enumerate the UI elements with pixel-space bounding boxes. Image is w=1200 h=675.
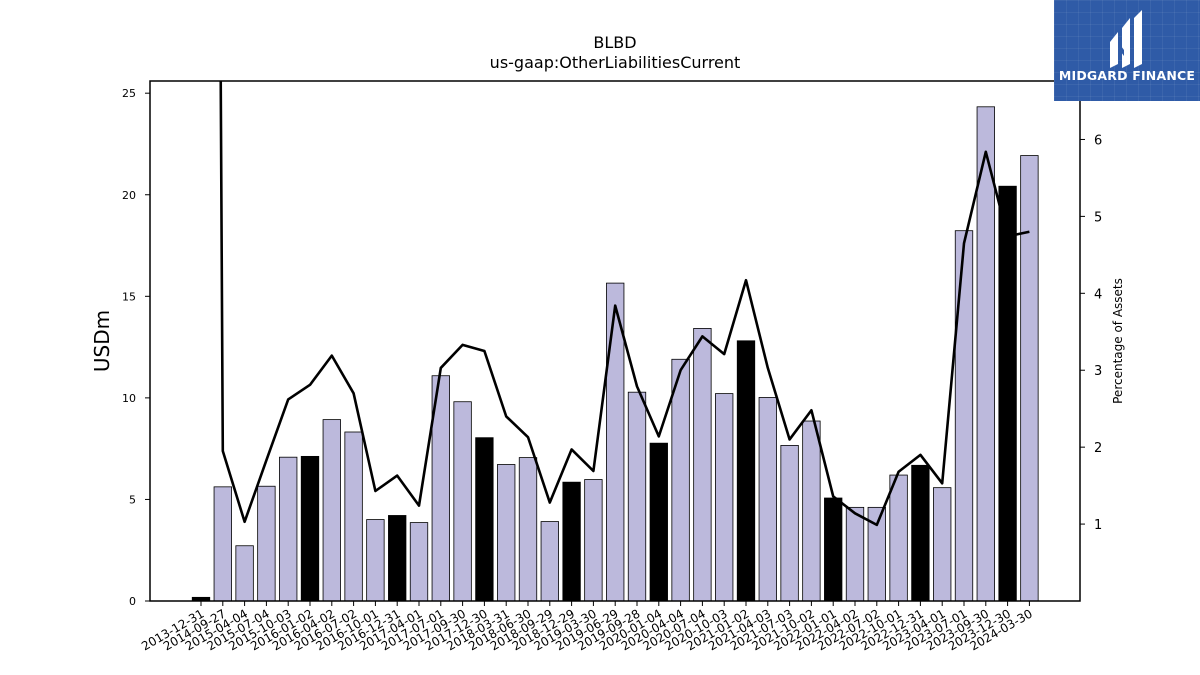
- bar: [627, 391, 647, 602]
- y2-tick-label: 3: [1094, 364, 1102, 379]
- y-tick-label: 25: [122, 87, 136, 100]
- y2-tick-label: 1: [1094, 518, 1102, 533]
- bar: [540, 521, 559, 602]
- bar: [802, 420, 821, 602]
- bar: [257, 485, 276, 602]
- axes-layer: 05101520251234562013-12-312014-09-272015…: [122, 80, 1102, 653]
- bar: [213, 486, 232, 602]
- bar: [649, 442, 668, 602]
- y2-tick-label: 5: [1094, 210, 1102, 225]
- bar: [889, 474, 908, 602]
- bar: [300, 455, 320, 602]
- chart-title: BLBD: [593, 33, 636, 52]
- logo-brand-text: MIDGARD FINANCE: [1058, 68, 1196, 83]
- line-layer: [219, 81, 1030, 527]
- chart-subtitle: us-gaap:OtherLiabilitiesCurrent: [490, 53, 741, 72]
- bar: [322, 419, 341, 602]
- bar: [518, 457, 538, 602]
- bar: [911, 464, 930, 602]
- series-line: [219, 81, 1030, 527]
- bar: [584, 479, 603, 602]
- bar: [845, 506, 865, 602]
- bar: [736, 340, 756, 602]
- y2-tick-label: 4: [1094, 287, 1102, 302]
- bar: [388, 515, 407, 602]
- brand-logo: MIDGARD FINANCE: [1054, 0, 1200, 101]
- bar: [758, 397, 777, 602]
- bar: [693, 328, 712, 602]
- bar: [933, 487, 952, 602]
- midgard-logo-icon: [1110, 10, 1142, 68]
- bar-layer: [191, 106, 1039, 602]
- bar: [235, 545, 254, 602]
- bar: [475, 437, 494, 602]
- y-tick-label: 15: [122, 290, 136, 303]
- bar: [715, 393, 734, 602]
- y-tick-label: 0: [129, 595, 136, 608]
- bar: [279, 456, 298, 602]
- bar: [453, 401, 472, 602]
- bar: [1020, 155, 1039, 602]
- bar: [671, 358, 690, 602]
- bar: [824, 497, 843, 602]
- bar: [409, 522, 429, 602]
- y2-tick-label: 6: [1094, 133, 1102, 148]
- bar: [998, 185, 1017, 602]
- bar: [780, 445, 799, 602]
- y2-axis-label: Percentage of Assets: [1111, 278, 1125, 404]
- y2-tick-label: 2: [1094, 441, 1102, 456]
- bar: [954, 230, 974, 602]
- bar: [562, 481, 581, 602]
- bar: [497, 464, 516, 602]
- y-tick-label: 5: [129, 493, 136, 506]
- y-tick-label: 10: [122, 392, 136, 405]
- y-tick-label: 20: [122, 189, 136, 202]
- y-axis-label: USDm: [90, 310, 114, 372]
- bar: [366, 519, 385, 602]
- bar: [344, 431, 363, 602]
